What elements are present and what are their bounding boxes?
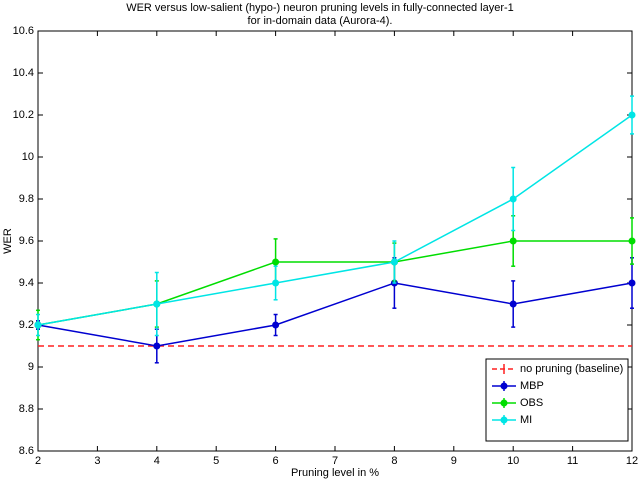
x-tick-label: 4 — [154, 455, 160, 467]
y-tick-label: 10 — [22, 151, 34, 163]
x-tick-label: 5 — [213, 455, 219, 467]
legend-label: MBP — [520, 380, 544, 392]
y-tick-label: 9.4 — [19, 277, 34, 289]
chart-subtitle: for in-domain data (Aurora-4). — [248, 15, 393, 27]
y-tick-label: 8.6 — [19, 445, 34, 457]
y-tick-label: 9.8 — [19, 193, 34, 205]
x-tick-label: 8 — [391, 455, 397, 467]
data-point — [509, 300, 517, 308]
data-point — [509, 195, 517, 203]
x-tick-label: 9 — [451, 455, 457, 467]
chart-title: WER versus low-salient (hypo-) neuron pr… — [126, 2, 514, 14]
y-tick-label: 9.6 — [19, 235, 34, 247]
series-line — [37, 282, 633, 347]
y-tick-label: 10.6 — [13, 25, 34, 37]
x-tick-label: 3 — [94, 455, 100, 467]
data-point — [628, 237, 636, 245]
data-point — [390, 258, 398, 266]
y-tick-label: 8.8 — [19, 403, 34, 415]
legend-box — [485, 358, 629, 442]
x-tick-label: 7 — [332, 455, 338, 467]
y-tick-label: 9.2 — [19, 319, 34, 331]
data-point — [153, 300, 161, 308]
legend-marker — [500, 416, 508, 424]
y-axis-label: WER — [2, 228, 14, 254]
data-point — [34, 321, 42, 329]
x-tick-label: 12 — [626, 455, 638, 467]
data-point — [272, 279, 280, 287]
data-point — [628, 279, 636, 287]
series-line — [37, 114, 633, 326]
data-point — [153, 342, 161, 350]
y-tick-label: 10.2 — [13, 109, 34, 121]
x-tick-label: 2 — [35, 455, 41, 467]
series-line — [37, 240, 632, 326]
data-point — [272, 258, 280, 266]
legend-marker — [500, 399, 508, 407]
legend-marker — [500, 382, 508, 390]
x-tick-label: 10 — [507, 455, 519, 467]
data-point — [509, 237, 517, 245]
legend-label: MI — [520, 414, 532, 426]
y-tick-label: 10.4 — [13, 67, 34, 79]
x-tick-label: 6 — [273, 455, 279, 467]
x-axis-label: Pruning level in % — [291, 467, 379, 479]
y-tick-label: 9 — [28, 361, 34, 373]
data-point — [272, 321, 280, 329]
data-point — [628, 111, 636, 119]
legend-label: no pruning (baseline) — [520, 363, 623, 375]
x-tick-label: 11 — [567, 455, 578, 467]
legend-label: OBS — [520, 397, 543, 409]
